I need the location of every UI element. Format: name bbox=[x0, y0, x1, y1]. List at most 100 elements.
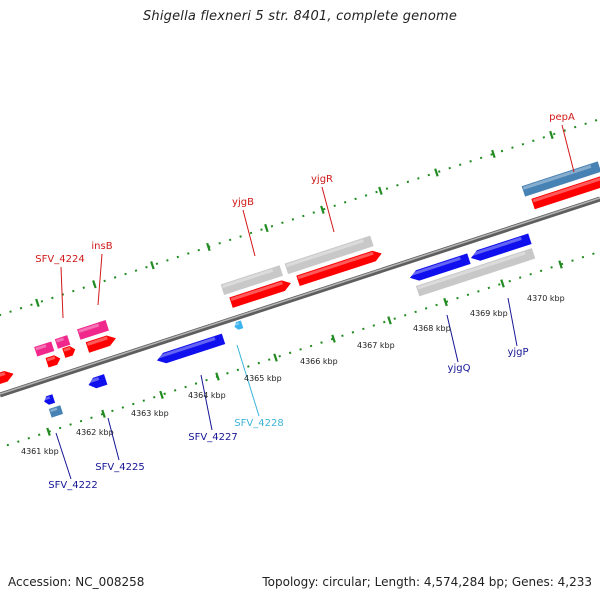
feature-yjgR-cds-shine bbox=[297, 251, 374, 280]
tick-label: 4364 kbp bbox=[188, 391, 226, 400]
feature-insB-cds bbox=[85, 335, 116, 353]
tick-label: 4369 kbp bbox=[470, 309, 508, 318]
tick-label: 4362 kbp bbox=[76, 428, 114, 437]
tick-label: 4365 kbp bbox=[244, 374, 282, 383]
feature-SFV4225-cds-shine bbox=[88, 377, 100, 384]
feature-pepA-cds-body bbox=[531, 176, 600, 210]
feature-track bbox=[0, 161, 600, 418]
feature-insB-small-shine bbox=[63, 346, 71, 352]
tick-label: 4370 kbp bbox=[527, 294, 565, 303]
feature-yjgQ-cds bbox=[409, 253, 471, 281]
feature-yjgQ-cds-shine bbox=[409, 256, 461, 277]
genome-backbone bbox=[0, 196, 600, 398]
gene-label-sfv-4225: SFV_4225 bbox=[95, 462, 144, 473]
pointer-sfv-4222 bbox=[55, 432, 72, 480]
feature-yjgR-pseudo-shine bbox=[285, 239, 364, 268]
feature-SFV4225-cds bbox=[88, 374, 108, 389]
feature-yjgR-pseudo bbox=[284, 235, 374, 275]
gene-label-yjgq: yjgQ bbox=[448, 363, 471, 374]
feature-SFV4227-cds-shine bbox=[156, 337, 216, 359]
inner-major-tick bbox=[387, 316, 392, 325]
pointer-yjgb bbox=[242, 209, 256, 257]
tick-label-group: 4361 kbp 4362 kbp 4363 kbp 4364 kbp 4365 kbp… bbox=[21, 294, 565, 456]
gene-label-sfv-4228: SFV_4228 bbox=[234, 418, 283, 429]
feature-SFV4227-cds bbox=[156, 333, 226, 364]
outer-major-tick bbox=[150, 261, 155, 270]
outer-major-tick bbox=[320, 205, 325, 214]
feature-insB-mobile-shine bbox=[78, 323, 100, 333]
inner-tick-track bbox=[0, 250, 600, 449]
feature-yjgB-pseudo-shine bbox=[221, 268, 274, 289]
feature-SFV4224-mobile-body bbox=[34, 341, 55, 357]
feature-SFV4222-misc-shine bbox=[50, 407, 58, 413]
tick-label: 4361 kbp bbox=[21, 447, 59, 456]
feature-SFV4224-mobile-2-body bbox=[54, 335, 71, 349]
feature-pepA-misc-body bbox=[521, 161, 600, 197]
gene-label-sfv-4224: SFV_4224 bbox=[35, 254, 84, 265]
gene-label-sfv-4227: SFV_4227 bbox=[188, 432, 237, 443]
feature-pepA-cds bbox=[531, 176, 600, 210]
gene-label-yjgp: yjgP bbox=[507, 347, 528, 358]
feature-yjgQ-cds-body bbox=[409, 253, 471, 281]
accession-text: Accession: NC_008258 bbox=[8, 575, 145, 589]
tick-label: 4366 kbp bbox=[300, 357, 338, 366]
feature-pepA-cds-shine bbox=[532, 177, 600, 203]
pointer-yjgq bbox=[446, 314, 459, 363]
pointer-pepa bbox=[561, 124, 575, 173]
outer-minor-ticks bbox=[0, 117, 600, 317]
inner-major-tick bbox=[159, 390, 164, 399]
feature-yjgP-cds-body bbox=[470, 233, 532, 261]
outer-major-tick bbox=[549, 130, 554, 140]
outer-major-tick bbox=[264, 223, 269, 233]
map-title: Shigella flexneri 5 str. 8401, complete … bbox=[142, 9, 458, 24]
pointer-sfv-4228 bbox=[236, 344, 260, 417]
gene-label-yjgb: yjgB bbox=[232, 197, 254, 208]
feature-yjgB-pseudo bbox=[220, 265, 284, 295]
tick-label: 4363 kbp bbox=[131, 409, 169, 418]
feature-left-red-shine bbox=[0, 371, 6, 382]
gene-label-group: pepA yjgR yjgB insB SFV_4224 yjgQ yjgP SFV_4227… bbox=[35, 112, 575, 491]
feature-yjgB-cds-body bbox=[229, 280, 291, 308]
feature-yjgR-cds-body bbox=[296, 250, 382, 287]
label-pointer-lines bbox=[55, 124, 575, 480]
inner-major-tick bbox=[500, 279, 505, 288]
pointer-sfv-4227 bbox=[200, 374, 213, 431]
feature-yjgPQ-pseudo-shine bbox=[417, 251, 526, 290]
feature-SFV4224-cds-body bbox=[45, 355, 61, 368]
feature-insB-cds-body bbox=[85, 335, 116, 353]
feature-SFV4224-mobile-2-shine bbox=[56, 337, 65, 343]
feature-insB-mobile bbox=[77, 320, 109, 340]
feature-yjgB-pseudo-body bbox=[220, 265, 284, 295]
outer-major-tick bbox=[92, 280, 97, 289]
feature-SFV4225-cds-body bbox=[88, 374, 108, 389]
outer-major-tick bbox=[35, 298, 40, 307]
inner-major-tick bbox=[101, 409, 106, 418]
inner-major-tick bbox=[558, 260, 563, 269]
gene-label-yjgr: yjgR bbox=[311, 174, 333, 185]
pointer-insb bbox=[97, 253, 103, 306]
feature-SFV4228-rna-shine bbox=[234, 322, 240, 326]
feature-SFV4224-mobile-2 bbox=[54, 335, 71, 349]
pointer-sfv-4224 bbox=[60, 266, 64, 319]
tick-label: 4367 kbp bbox=[357, 341, 395, 350]
inner-major-tick bbox=[46, 427, 51, 436]
backbone-line bbox=[0, 196, 600, 398]
outer-major-tick bbox=[378, 186, 383, 195]
backbone-highlight bbox=[0, 197, 600, 395]
outer-tick-track bbox=[0, 117, 600, 317]
feature-yjgB-cds bbox=[229, 280, 291, 308]
gene-label-insb: insB bbox=[91, 241, 112, 252]
feature-SFV4222-misc bbox=[48, 405, 64, 418]
feature-SFV4222-cds-body bbox=[44, 394, 56, 405]
feature-SFV4222-misc-body bbox=[48, 405, 64, 418]
feature-left-red bbox=[0, 370, 14, 389]
feature-yjgPQ-pseudo-body bbox=[415, 248, 536, 297]
tick-label: 4368 kbp bbox=[413, 324, 451, 333]
inner-major-tick bbox=[215, 372, 220, 381]
feature-insB-cds-shine bbox=[86, 336, 108, 346]
inner-minor-ticks bbox=[0, 250, 600, 449]
feature-insB-mobile-body bbox=[77, 320, 109, 340]
feature-left-red-body bbox=[0, 370, 14, 389]
feature-SFV4228-rna bbox=[234, 320, 244, 330]
